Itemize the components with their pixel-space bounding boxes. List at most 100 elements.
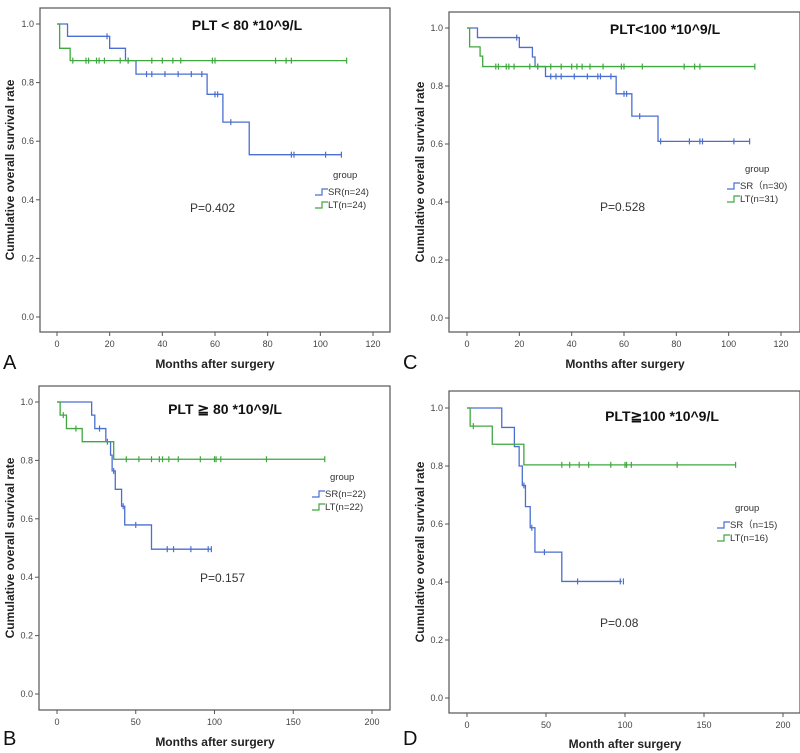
plot-frame: [38, 385, 391, 711]
km-curve-lt: [467, 27, 755, 68]
legend-label-lt: LT(n=22): [325, 502, 363, 513]
y-tick-label: 0.0: [430, 693, 443, 703]
panel-letter: A: [3, 352, 17, 374]
legend-title: group: [745, 164, 769, 175]
y-tick-label: 0.8: [430, 81, 443, 91]
y-tick-label: 0.0: [20, 689, 33, 699]
y-tick-label: 0.2: [430, 635, 443, 645]
km-panel-d: 0.0 0.2 0.4 0.6 0.8 1.0 0 50 100 150 200 PLT≧100 *1…: [403, 390, 800, 751]
p-value: P=0.528: [600, 200, 645, 214]
y-tick-label: 0.6: [20, 514, 33, 524]
legend-label-lt: LT(n=16): [730, 533, 768, 544]
x-tick-label: 0: [54, 717, 59, 727]
y-axis-label: Cumulative overall survival rate: [3, 79, 17, 260]
legend-swatch-lt: [727, 195, 740, 203]
chart-title: PLT≧100 *10^9/L: [605, 408, 719, 424]
x-tick-label: 60: [210, 339, 220, 349]
x-tick-label: 40: [567, 339, 577, 349]
x-tick-label: 100: [313, 339, 328, 349]
panel-letter: C: [403, 352, 417, 374]
km-curve-lt: [57, 23, 347, 62]
legend-swatch-lt: [717, 534, 730, 542]
x-tick-label: 0: [464, 720, 469, 730]
legend-swatch-sr: [717, 521, 730, 529]
legend-label-sr: SR（n=30): [740, 180, 787, 192]
y-tick-label: 1.0: [430, 23, 443, 33]
x-tick-label: 50: [131, 717, 141, 727]
y-tick-label: 0.4: [430, 197, 443, 207]
x-tick-label: 20: [514, 339, 524, 349]
y-tick-label: 0.2: [430, 255, 443, 265]
panel-letter: B: [3, 728, 16, 750]
x-tick-label: 200: [775, 720, 790, 730]
x-tick-label: 200: [364, 717, 379, 727]
km-panel-a: 0.0 0.2 0.4 0.6 0.8 1.0 0 20 40 60 80 100 120 PLT < 8…: [3, 7, 391, 374]
chart-title: PLT ≧ 80 *10^9/L: [168, 401, 282, 417]
km-curve-lt: [57, 401, 325, 460]
y-tick-label: 0.4: [430, 577, 443, 587]
legend-label-lt: LT(n=31): [740, 194, 778, 205]
km-curve-sr: [57, 401, 212, 550]
y-tick-label: 0.8: [20, 455, 33, 465]
y-tick-label: 0.4: [21, 195, 34, 205]
y-tick-label: 0.0: [21, 312, 34, 322]
legend-label-sr: SR(n=24): [328, 187, 369, 198]
legend-swatch-lt: [312, 503, 325, 511]
y-axis-label: Cumulative overall survival rate: [3, 457, 17, 638]
x-axis-label: Month after surgery: [569, 737, 682, 751]
plot-frame: [448, 390, 800, 714]
x-tick-label: 80: [671, 339, 681, 349]
legend-swatch-sr: [315, 188, 328, 196]
y-tick-label: 0.6: [430, 139, 443, 149]
y-tick-label: 0.2: [20, 631, 33, 641]
km-curve-lt: [467, 407, 736, 466]
km-panel-c: 0.0 0.2 0.4 0.6 0.8 1.0 0 20 40 60 80 100 120 PLT<100…: [403, 11, 800, 374]
x-axis-label: Months after surgery: [155, 735, 275, 749]
x-tick-label: 80: [263, 339, 273, 349]
legend-swatch-sr: [727, 182, 740, 190]
y-axis-label: Cumulative overall survival rate: [413, 461, 427, 642]
y-tick-label: 1.0: [20, 397, 33, 407]
y-tick-label: 0.0: [430, 313, 443, 323]
x-tick-label: 60: [619, 339, 629, 349]
legend-label-lt: LT(n=24): [328, 200, 366, 211]
chart-title: PLT<100 *10^9/L: [610, 21, 721, 37]
x-axis-label: Months after surgery: [155, 357, 275, 371]
chart-title: PLT < 80 *10^9/L: [192, 17, 303, 33]
y-tick-label: 0.6: [21, 136, 34, 146]
p-value: P=0.157: [200, 571, 245, 585]
y-tick-label: 0.2: [21, 253, 34, 263]
x-tick-label: 100: [617, 720, 632, 730]
x-tick-label: 150: [286, 717, 301, 727]
x-tick-label: 120: [773, 339, 788, 349]
legend-title: group: [333, 170, 357, 181]
legend-swatch-sr: [312, 490, 325, 498]
legend-swatch-lt: [315, 201, 328, 209]
km-panel-b: 0.0 0.2 0.4 0.6 0.8 1.0 0 50 100 150 200 PLT ≧ 80 *…: [3, 385, 391, 750]
y-axis-label: Cumulative overall survival rate: [413, 81, 427, 262]
x-axis-label: Months after surgery: [565, 357, 685, 371]
y-tick-label: 0.6: [430, 519, 443, 529]
p-value: P=0.08: [600, 616, 639, 630]
x-tick-label: 100: [207, 717, 222, 727]
km-curve-sr: [57, 23, 342, 156]
x-tick-label: 100: [721, 339, 736, 349]
x-tick-label: 150: [696, 720, 711, 730]
legend-title: group: [330, 472, 354, 483]
legend-label-sr: SR（n=15): [730, 519, 777, 531]
x-tick-label: 40: [157, 339, 167, 349]
y-tick-label: 1.0: [21, 19, 34, 29]
x-tick-label: 120: [365, 339, 380, 349]
legend-title: group: [735, 503, 759, 514]
y-tick-label: 0.8: [21, 78, 34, 88]
y-tick-label: 0.8: [430, 461, 443, 471]
y-tick-label: 0.4: [20, 572, 33, 582]
legend-label-sr: SR(n=22): [325, 489, 366, 500]
panel-letter: D: [403, 728, 417, 750]
x-tick-label: 50: [541, 720, 551, 730]
x-tick-label: 20: [105, 339, 115, 349]
x-tick-label: 0: [54, 339, 59, 349]
y-tick-label: 1.0: [430, 403, 443, 413]
p-value: P=0.402: [190, 201, 235, 215]
